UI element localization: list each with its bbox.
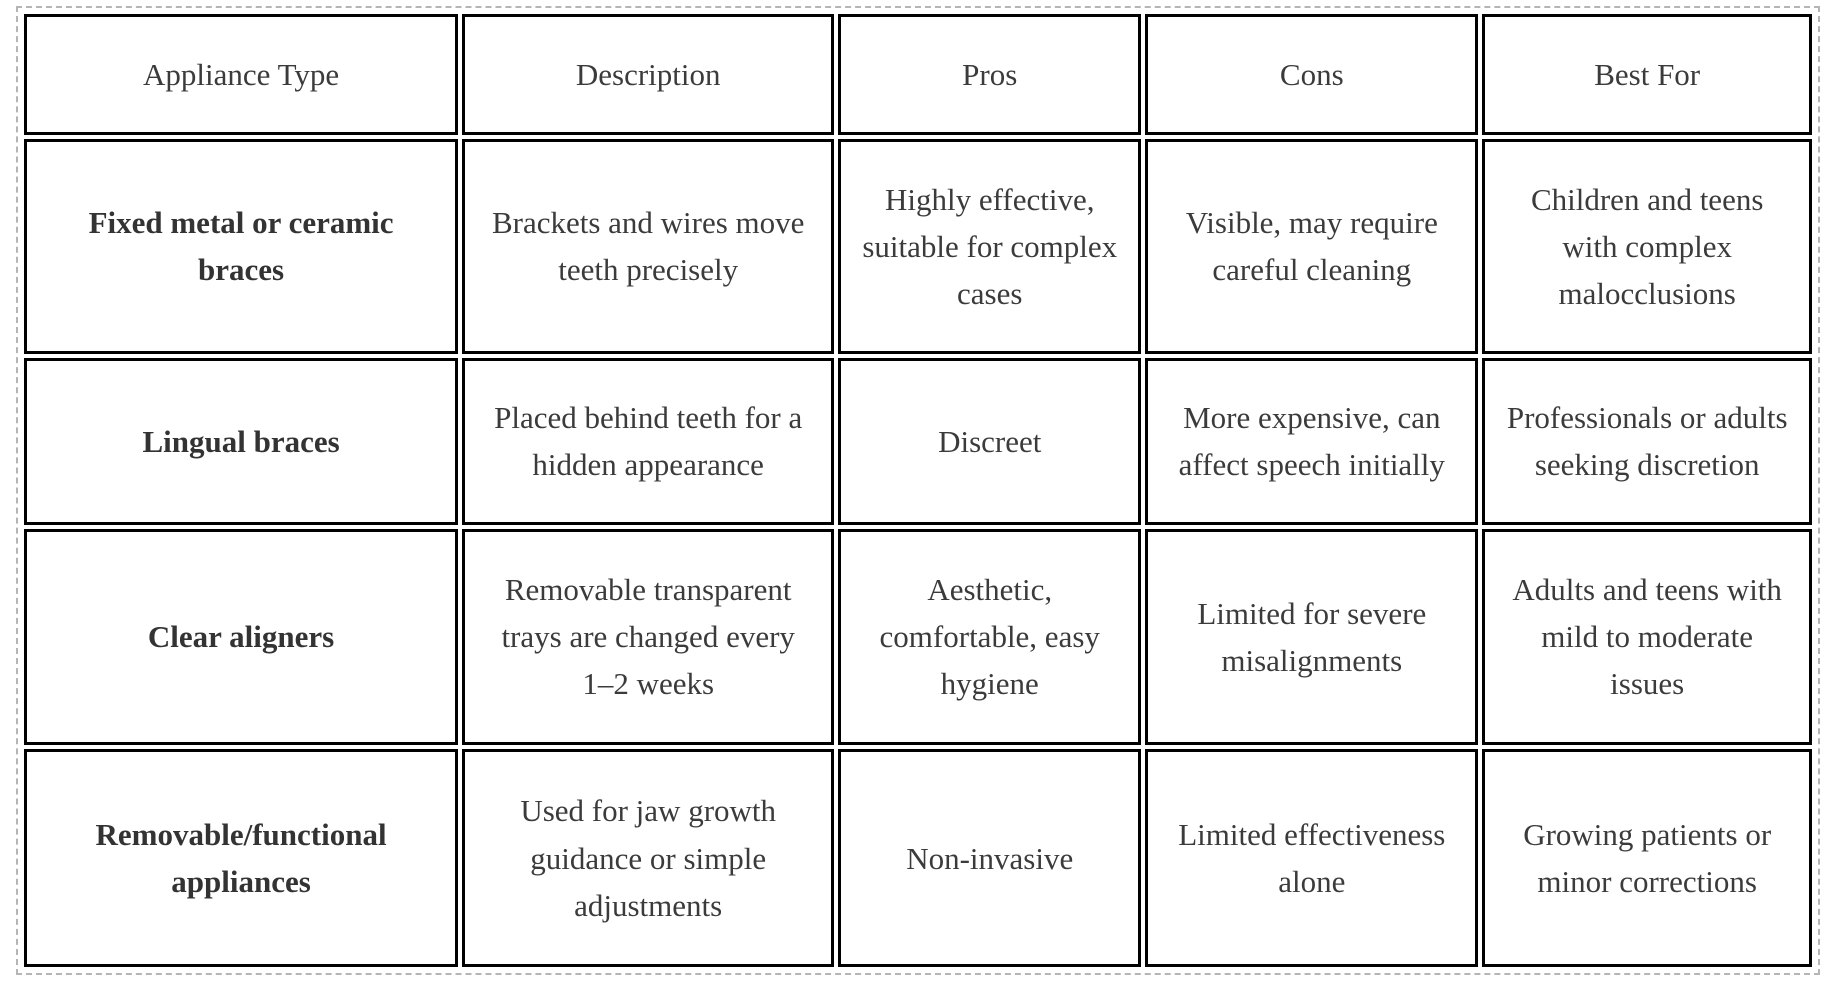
table-row-lingual-braces: Lingual braces Placed behind teeth for a… [24, 357, 1812, 525]
cell-appliance-type: Fixed metal or ceramic braces [24, 139, 459, 354]
cell-description: Used for jaw growth guidance or simple a… [462, 749, 835, 967]
cell-appliance-type: Clear aligners [24, 528, 459, 746]
header-cell-best-for: Best For [1482, 14, 1812, 135]
comparison-table: Appliance Type Description Pros Cons Bes… [20, 10, 1816, 971]
header-row: Appliance Type Description Pros Cons Bes… [24, 14, 1812, 135]
cell-cons: Limited effectiveness alone [1145, 749, 1479, 967]
cell-pros: Non-invasive [838, 749, 1142, 967]
table-row-clear-aligners: Clear aligners Removable transparent tra… [24, 528, 1812, 746]
header-cell-pros: Pros [838, 14, 1142, 135]
cell-appliance-type: Lingual braces [24, 357, 459, 525]
cell-appliance-type: Removable/functional appliances [24, 749, 459, 967]
cell-description: Brackets and wires move teeth precisely [462, 139, 835, 354]
cell-description: Removable transparent trays are changed … [462, 528, 835, 746]
header-cell-cons: Cons [1145, 14, 1479, 135]
cell-description: Placed behind teeth for a hidden appeara… [462, 357, 835, 525]
table-row-removable-appliances: Removable/functional appliances Used for… [24, 749, 1812, 967]
cell-best-for: Growing patients or minor corrections [1482, 749, 1812, 967]
cell-best-for: Professionals or adults seeking discreti… [1482, 357, 1812, 525]
cell-cons: Visible, may require careful cleaning [1145, 139, 1479, 354]
table-outer-frame: Appliance Type Description Pros Cons Bes… [16, 6, 1820, 975]
table-row-fixed-braces: Fixed metal or ceramic braces Brackets a… [24, 139, 1812, 354]
cell-cons: Limited for severe misalignments [1145, 528, 1479, 746]
cell-pros: Aesthetic, comfortable, easy hygiene [838, 528, 1142, 746]
cell-pros: Highly effective, suitable for complex c… [838, 139, 1142, 354]
header-cell-description: Description [462, 14, 835, 135]
cell-cons: More expensive, can affect speech initia… [1145, 357, 1479, 525]
header-cell-appliance-type: Appliance Type [24, 14, 459, 135]
cell-pros: Discreet [838, 357, 1142, 525]
cell-best-for: Children and teens with complex malocclu… [1482, 139, 1812, 354]
cell-best-for: Adults and teens with mild to moderate i… [1482, 528, 1812, 746]
